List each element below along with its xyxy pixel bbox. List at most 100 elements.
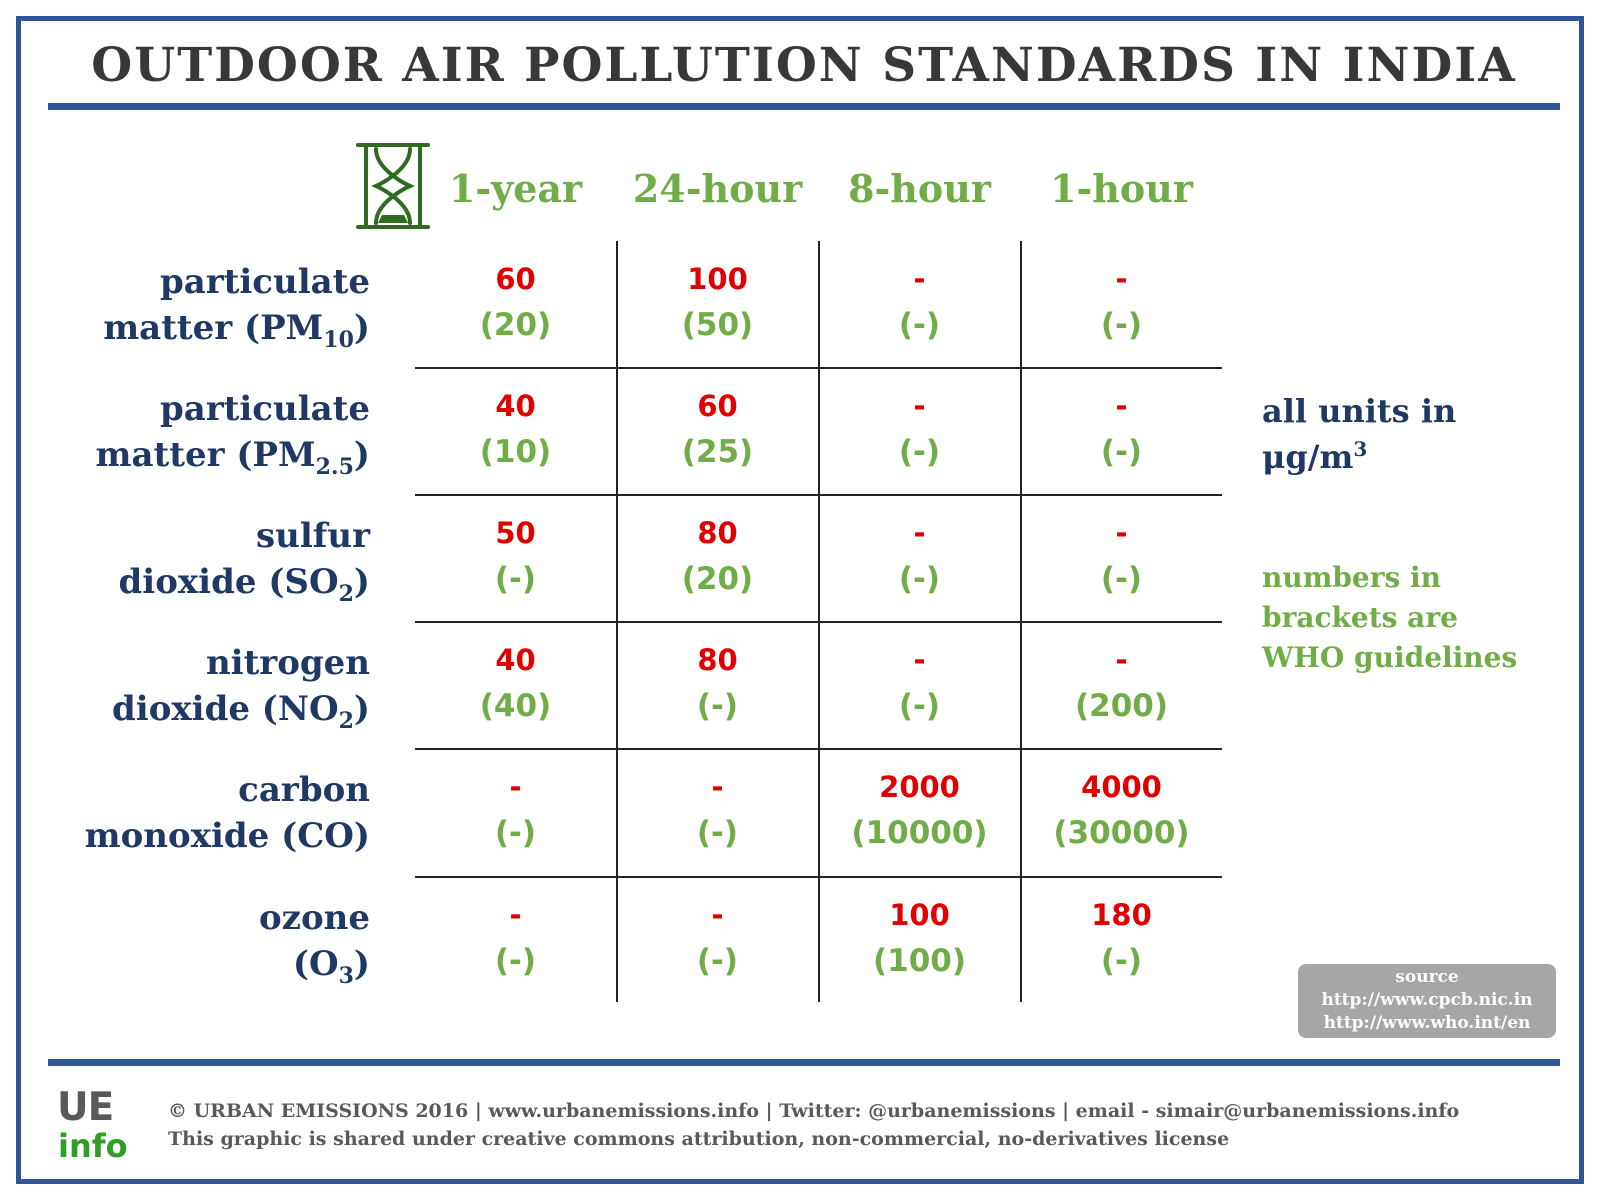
pollutant-name-line-1: carbon xyxy=(238,770,370,810)
table-cell: - (-) xyxy=(1021,241,1222,368)
table-cell: - (-) xyxy=(819,368,1020,495)
table-cell: - (-) xyxy=(1021,368,1222,495)
pollutant-label: particulate matter (PM10) xyxy=(60,259,370,351)
table-cell: 60 (25) xyxy=(617,368,818,495)
who-note-line-3: WHO guidelines xyxy=(1262,641,1518,674)
pollutant-suffix: ) xyxy=(353,308,370,348)
pollutant-name-line-1: ozone xyxy=(258,898,370,938)
table-cell: - (-) xyxy=(819,622,1020,749)
logo-ue: UE xyxy=(57,1085,114,1130)
india-standard-value: - xyxy=(913,643,926,677)
source-link-cpcb[interactable]: http://www.cpcb.nic.in xyxy=(1321,990,1533,1010)
india-standard-value: 80 xyxy=(697,516,738,550)
pollutant-name-line-2: dioxide (SO2) xyxy=(60,559,370,605)
units-note: all units in μg/m3 xyxy=(1262,388,1562,480)
hourglass-icon xyxy=(356,143,430,229)
india-standard-value: 50 xyxy=(495,516,536,550)
pollutant-name-text: dioxide (SO xyxy=(118,562,339,602)
india-standard-value: 60 xyxy=(495,262,536,296)
row-divider xyxy=(415,748,1222,750)
india-standard-value: 40 xyxy=(495,389,536,423)
who-guideline-value: (-) xyxy=(1100,307,1143,343)
table-cell: 4000 (30000) xyxy=(1021,749,1222,876)
pollutant-name-line-1: sulfur xyxy=(255,516,370,556)
pollutant-name-line-2: matter (PM10) xyxy=(60,305,370,351)
who-guideline-value: (25) xyxy=(681,434,754,470)
india-standard-value: - xyxy=(1115,389,1128,423)
logo-info: info xyxy=(58,1127,128,1165)
pollutant-name-line-2: matter (PM2.5) xyxy=(60,432,370,478)
table-cell: 40 (40) xyxy=(415,622,616,749)
pollutant-label: ozone (O3) xyxy=(60,895,370,987)
who-guideline-value: (-) xyxy=(494,561,537,597)
who-guideline-value: (-) xyxy=(494,815,537,851)
table-cell: - (-) xyxy=(415,749,616,876)
india-standard-value: - xyxy=(1115,262,1128,296)
units-exponent: 3 xyxy=(1353,437,1368,461)
who-guideline-value: (-) xyxy=(898,434,941,470)
table-cell: - (-) xyxy=(617,749,818,876)
table-cell: - (-) xyxy=(415,877,616,1004)
table-cell: 180 (-) xyxy=(1021,877,1222,1004)
pollutant-name-line-2: (O3) xyxy=(60,941,370,987)
who-guideline-value: (10) xyxy=(479,434,552,470)
units-text: μg/m xyxy=(1262,438,1354,476)
pollutant-label: sulfur dioxide (SO2) xyxy=(60,513,370,605)
page-title: OUTDOOR AIR POLLUTION STANDARDS IN INDIA xyxy=(91,37,1517,93)
footer-divider xyxy=(48,1059,1560,1066)
row-divider xyxy=(415,876,1222,878)
footer-license: This graphic is shared under creative co… xyxy=(168,1128,1230,1150)
table-cell: 80 (-) xyxy=(617,622,818,749)
india-standard-value: 60 xyxy=(697,389,738,423)
who-note-line-1: numbers in xyxy=(1262,561,1441,594)
pollutant-subscript: 10 xyxy=(323,327,354,353)
who-guideline-value: (20) xyxy=(479,307,552,343)
pollutant-subscript: 3 xyxy=(338,963,354,989)
pollutant-subscript: 2 xyxy=(338,708,354,734)
table-cell: - (200) xyxy=(1021,622,1222,749)
pollutant-label: carbon monoxide (CO) xyxy=(60,767,370,859)
who-guidelines-note: numbers in brackets are WHO guidelines xyxy=(1262,558,1572,678)
who-guideline-value: (-) xyxy=(898,688,941,724)
india-standard-value: - xyxy=(509,770,522,804)
india-standard-value: - xyxy=(1115,516,1128,550)
pollutant-name-line-2: monoxide (CO) xyxy=(60,813,370,859)
pollutant-name-line-2: dioxide (NO2) xyxy=(60,686,370,732)
india-standard-value: 100 xyxy=(687,262,748,296)
india-standard-value: - xyxy=(509,898,522,932)
who-guideline-value: (10000) xyxy=(851,815,988,851)
pollutant-name-text: (O xyxy=(292,944,339,984)
india-standard-value: - xyxy=(1115,643,1128,677)
who-guideline-value: (-) xyxy=(1100,943,1143,979)
who-guideline-value: (20) xyxy=(681,561,754,597)
source-box: source http://www.cpcb.nic.in http://www… xyxy=(1298,964,1556,1038)
who-note-line-2: brackets are xyxy=(1262,601,1458,634)
who-guideline-value: (-) xyxy=(898,561,941,597)
table-cell: - (-) xyxy=(819,495,1020,622)
pollutant-name-line-1: particulate xyxy=(159,389,370,429)
who-guideline-value: (-) xyxy=(696,943,739,979)
pollutant-name-text: matter (PM xyxy=(103,308,324,348)
pollutant-suffix: ) xyxy=(353,435,370,475)
source-link-who[interactable]: http://www.who.int/en xyxy=(1323,1013,1531,1033)
row-divider xyxy=(415,621,1222,623)
india-standard-value: - xyxy=(711,898,724,932)
period-1-year: 1-year xyxy=(448,165,583,211)
table-cell: 60 (20) xyxy=(415,241,616,368)
india-standard-value: - xyxy=(711,770,724,804)
row-divider xyxy=(415,367,1222,369)
pollutant-subscript: 2.5 xyxy=(315,454,354,480)
india-standard-value: 100 xyxy=(889,898,950,932)
india-standard-value: 180 xyxy=(1091,898,1152,932)
row-divider xyxy=(415,494,1222,496)
pollutant-name-line-1: nitrogen xyxy=(205,643,370,683)
pollutant-name-text: dioxide (NO xyxy=(112,689,339,729)
who-guideline-value: (-) xyxy=(696,688,739,724)
pollutant-name-text: monoxide (CO) xyxy=(84,816,370,856)
units-line-2: μg/m3 xyxy=(1262,434,1562,480)
pollutant-label: nitrogen dioxide (NO2) xyxy=(60,640,370,732)
who-guideline-value: (-) xyxy=(898,307,941,343)
units-line-1: all units in xyxy=(1262,392,1457,430)
who-guideline-value: (100) xyxy=(872,943,967,979)
india-standard-value: - xyxy=(913,262,926,296)
